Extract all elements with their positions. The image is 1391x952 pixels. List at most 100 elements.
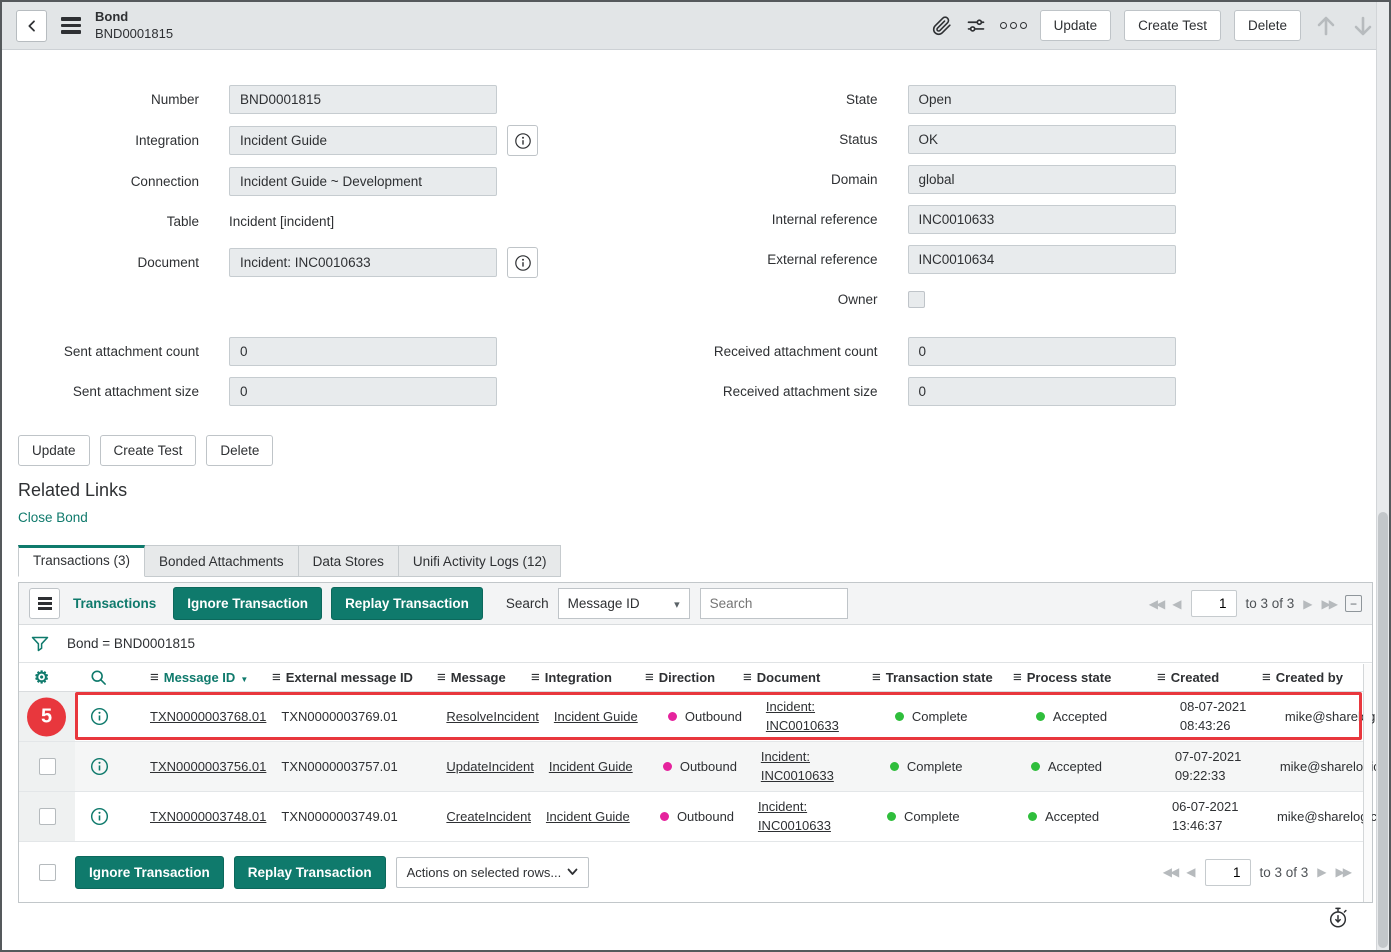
status-field[interactable] — [908, 125, 1176, 154]
replay-transaction-button-footer[interactable]: Replay Transaction — [234, 856, 386, 889]
message-id-link[interactable]: TXN0000003756.01 — [150, 759, 266, 774]
document-field[interactable] — [229, 248, 497, 277]
actions-on-selected-rows-select[interactable]: Actions on selected rows... — [396, 857, 589, 888]
column-menu-icon[interactable] — [1262, 669, 1271, 686]
message-link[interactable]: UpdateIncident — [446, 759, 533, 774]
column-menu-icon[interactable] — [1013, 669, 1022, 686]
next-record-icon[interactable] — [1351, 14, 1375, 38]
message-id-link[interactable]: TXN0000003748.01 — [150, 809, 266, 824]
list-scrollbar[interactable] — [1363, 664, 1372, 902]
update-button[interactable]: Update — [18, 435, 90, 466]
message-id-link[interactable]: TXN0000003768.01 — [150, 709, 266, 724]
column-header-message-id[interactable]: Message ID — [135, 669, 257, 686]
state-field[interactable] — [908, 85, 1176, 114]
column-menu-icon[interactable] — [531, 669, 540, 686]
integration-info-button[interactable] — [507, 125, 538, 156]
ignore-transaction-button[interactable]: Ignore Transaction — [173, 587, 322, 620]
replay-transaction-button[interactable]: Replay Transaction — [331, 587, 483, 620]
create-test-button[interactable]: Create Test — [100, 435, 197, 466]
select-all-checkbox[interactable] — [39, 864, 56, 881]
previous-page-icon[interactable] — [1172, 598, 1181, 610]
message-link[interactable]: ResolveIncident — [446, 709, 539, 724]
field-label: State — [696, 92, 908, 107]
next-page-icon[interactable] — [1303, 598, 1312, 610]
update-button-header[interactable]: Update — [1040, 10, 1112, 41]
column-header-transaction-state[interactable]: Transaction state — [857, 669, 998, 686]
column-header-message[interactable]: Message — [422, 669, 516, 686]
row-checkbox[interactable] — [39, 758, 56, 775]
paperclip-icon[interactable] — [932, 16, 952, 36]
ignore-transaction-button-footer[interactable]: Ignore Transaction — [75, 856, 224, 889]
filter-funnel-icon[interactable] — [31, 635, 49, 653]
page-number-input[interactable] — [1205, 859, 1251, 886]
close-bond-link[interactable]: Close Bond — [18, 510, 88, 525]
column-header-created[interactable]: Created — [1142, 669, 1247, 686]
internal-reference-field[interactable] — [908, 205, 1176, 234]
record-info-icon[interactable] — [90, 807, 109, 826]
response-time-stopwatch-icon[interactable] — [1327, 906, 1349, 930]
last-page-icon[interactable] — [1336, 866, 1350, 878]
external-reference-field[interactable] — [908, 245, 1176, 274]
tab-data-stores[interactable]: Data Stores — [299, 545, 399, 577]
column-menu-icon[interactable] — [743, 669, 752, 686]
integration-link[interactable]: Incident Guide — [549, 759, 633, 774]
personalize-columns-gear-icon[interactable] — [34, 669, 49, 686]
first-page-icon[interactable] — [1163, 866, 1177, 878]
sent-attachment-size-field[interactable] — [229, 377, 497, 406]
page-scrollbar[interactable] — [1376, 2, 1389, 950]
document-link[interactable]: Incident: INC0010633 — [758, 798, 836, 834]
column-header-created-by[interactable]: Created by — [1247, 669, 1372, 686]
sent-attachment-count-field[interactable] — [229, 337, 497, 366]
column-header-external-message-id[interactable]: External message ID — [257, 669, 422, 686]
tab-unifi-activity-logs[interactable]: Unifi Activity Logs (12) — [399, 545, 562, 577]
column-menu-icon[interactable] — [872, 669, 881, 686]
column-header-document[interactable]: Document — [728, 669, 857, 686]
search-input[interactable] — [700, 588, 848, 619]
connection-field[interactable] — [229, 167, 497, 196]
column-header-integration[interactable]: Integration — [516, 669, 630, 686]
last-page-icon[interactable] — [1322, 598, 1336, 610]
document-link[interactable]: Incident: INC0010633 — [766, 698, 844, 734]
domain-field[interactable] — [908, 165, 1176, 194]
search-field-select[interactable]: Message ID — [558, 588, 690, 619]
column-menu-icon[interactable] — [150, 669, 159, 686]
tab-bonded-attachments[interactable]: Bonded Attachments — [145, 545, 299, 577]
delete-button[interactable]: Delete — [206, 435, 273, 466]
first-page-icon[interactable] — [1149, 598, 1163, 610]
collapse-list-icon[interactable] — [1345, 595, 1362, 612]
document-link[interactable]: Incident: INC0010633 — [761, 748, 839, 784]
column-menu-icon[interactable] — [437, 669, 446, 686]
delete-button-header[interactable]: Delete — [1234, 10, 1301, 41]
previous-page-icon[interactable] — [1186, 866, 1195, 878]
personalize-form-icon[interactable] — [965, 16, 987, 36]
filter-condition[interactable]: Bond = BND0001815 — [67, 636, 195, 651]
received-attachment-size-field[interactable] — [908, 377, 1176, 406]
column-menu-icon[interactable] — [1157, 669, 1166, 686]
integration-field[interactable] — [229, 126, 497, 155]
number-field[interactable] — [229, 85, 497, 114]
document-info-button[interactable] — [507, 247, 538, 278]
column-menu-icon[interactable] — [645, 669, 654, 686]
next-page-icon[interactable] — [1317, 866, 1326, 878]
column-header-direction[interactable]: Direction — [630, 669, 728, 686]
column-header-process-state[interactable]: Process state — [998, 669, 1142, 686]
back-button[interactable] — [16, 10, 47, 42]
message-link[interactable]: CreateIncident — [446, 809, 531, 824]
create-test-button-header[interactable]: Create Test — [1124, 10, 1221, 41]
row-checkbox[interactable] — [39, 808, 56, 825]
more-options-icon[interactable] — [1000, 22, 1027, 29]
integration-link[interactable]: Incident Guide — [546, 809, 630, 824]
record-info-icon[interactable] — [90, 757, 109, 776]
previous-record-icon[interactable] — [1314, 14, 1338, 38]
context-menu-icon[interactable] — [61, 17, 81, 34]
column-search-icon[interactable] — [90, 669, 107, 686]
tab-transactions[interactable]: Transactions (3) — [18, 545, 145, 577]
page-scrollbar-thumb[interactable] — [1378, 512, 1388, 948]
list-menu-icon[interactable] — [29, 588, 60, 619]
page-number-input[interactable] — [1191, 590, 1237, 617]
record-info-icon[interactable] — [90, 707, 109, 726]
integration-link[interactable]: Incident Guide — [554, 709, 638, 724]
column-menu-icon[interactable] — [272, 669, 281, 686]
received-attachment-count-field[interactable] — [908, 337, 1176, 366]
owner-checkbox[interactable] — [908, 291, 925, 308]
